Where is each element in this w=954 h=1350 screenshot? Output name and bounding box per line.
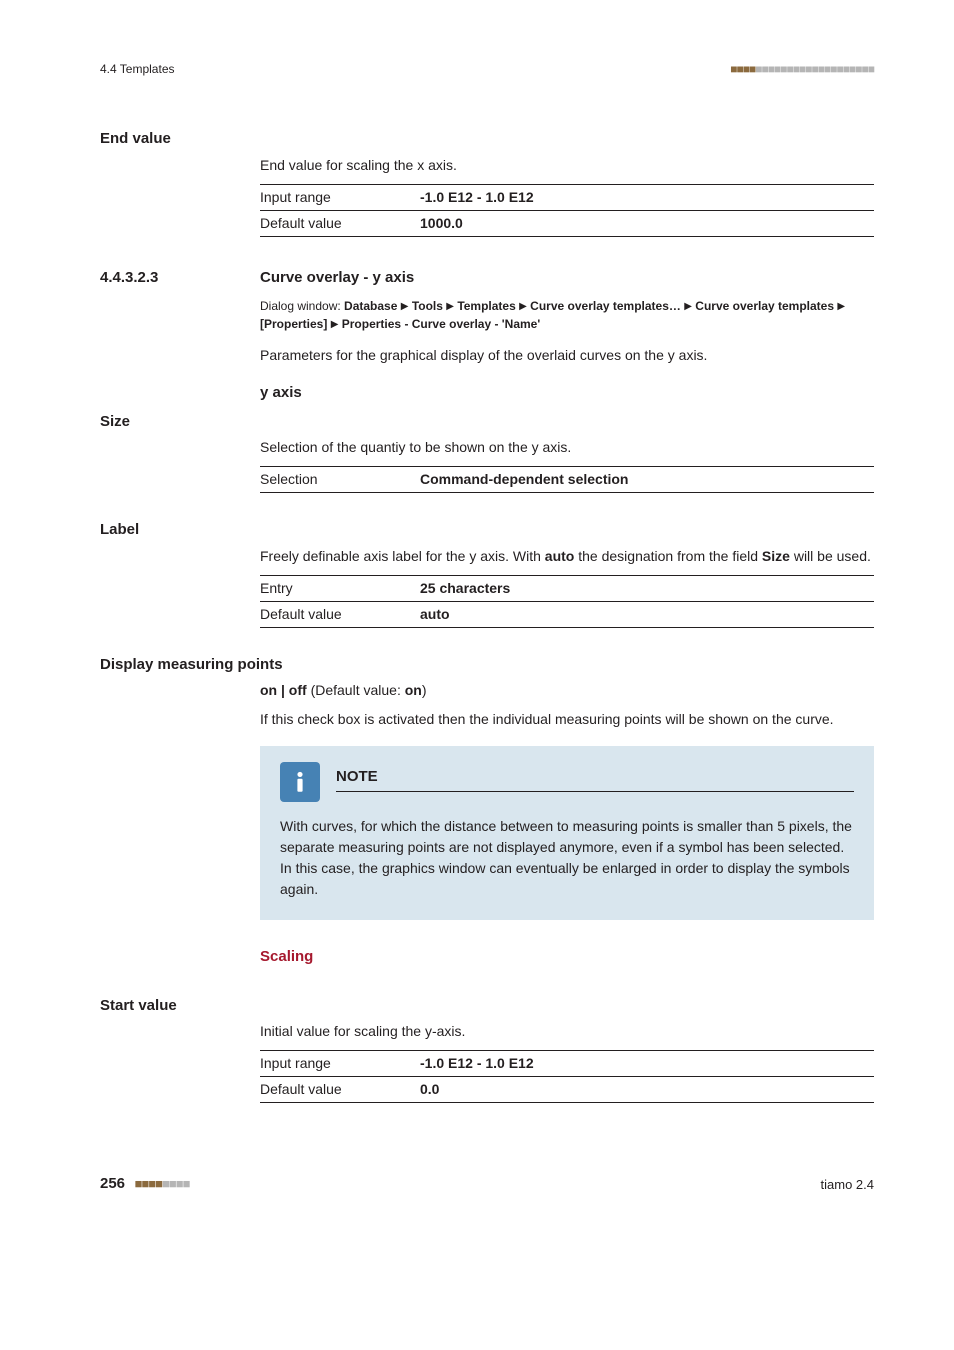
- spec-row: Default value 0.0: [260, 1077, 874, 1103]
- page-number: 256: [100, 1175, 125, 1192]
- dialog-path: Dialog window: Database ▶ Tools ▶ Templa…: [260, 297, 874, 333]
- info-icon: [280, 762, 320, 802]
- footer-product: tiamo 2.4: [821, 1175, 874, 1195]
- spec-val: auto: [420, 604, 450, 625]
- text: will be used.: [790, 548, 871, 564]
- spec-table: Input range -1.0 E12 - 1.0 E12 Default v…: [260, 184, 874, 237]
- text: ): [422, 682, 427, 698]
- param-size: Size Selection of the quantiy to be show…: [100, 411, 874, 494]
- spec-val: -1.0 E12 - 1.0 E12: [420, 1053, 534, 1074]
- header-dots-icon: ■■■■■■■■■■■■■■■■■■■■■■■: [730, 60, 874, 78]
- y-axis-subhead: y axis: [260, 382, 874, 405]
- param-desc: If this check box is activated then the …: [260, 709, 874, 730]
- spec-val: 25 characters: [420, 578, 510, 599]
- spec-key: Default value: [260, 1079, 420, 1100]
- text-bold: Size: [762, 548, 790, 564]
- spec-table: Entry 25 characters Default value auto: [260, 575, 874, 628]
- section-title: Curve overlay - y axis: [260, 267, 414, 290]
- param-name: End value: [100, 128, 874, 151]
- note-title: NOTE: [336, 766, 854, 792]
- spec-key: Selection: [260, 469, 420, 490]
- spec-val: 0.0: [420, 1079, 439, 1100]
- param-display-measuring-points: Display measuring points on | off (Defau…: [100, 654, 874, 969]
- spec-row: Default value 1000.0: [260, 211, 874, 237]
- footer-dots-icon: ■■■■■■■■: [135, 1176, 190, 1191]
- param-end-value: End value End value for scaling the x ax…: [100, 128, 874, 237]
- text-bold: auto: [545, 548, 575, 564]
- param-desc: Freely definable axis label for the y ax…: [260, 546, 874, 567]
- param-name: Label: [100, 519, 874, 542]
- dialog-part: Tools: [412, 299, 443, 313]
- spec-val: Command-dependent selection: [420, 469, 628, 490]
- param-name: Display measuring points: [100, 654, 874, 677]
- spec-key: Input range: [260, 187, 420, 208]
- text: Freely definable axis label for the y ax…: [260, 548, 545, 564]
- param-desc: End value for scaling the x axis.: [260, 155, 874, 176]
- dialog-part: Properties - Curve overlay - 'Name': [342, 317, 540, 331]
- dialog-prefix: Dialog window:: [260, 299, 344, 313]
- dialog-part: [Properties]: [260, 317, 327, 331]
- note-body: With curves, for which the distance betw…: [280, 816, 854, 900]
- param-desc: Initial value for scaling the y-axis.: [260, 1021, 874, 1042]
- spec-val: 1000.0: [420, 213, 463, 234]
- dialog-part: Curve overlay templates…: [530, 299, 681, 313]
- page-footer: 256 ■■■■■■■■ tiamo 2.4: [100, 1173, 874, 1196]
- footer-left: 256 ■■■■■■■■: [100, 1173, 190, 1196]
- section-heading: 4.4.3.2.3 Curve overlay - y axis: [100, 267, 874, 290]
- text: (Default value:: [307, 682, 405, 698]
- param-desc: Selection of the quantiy to be shown on …: [260, 437, 874, 458]
- spec-key: Default value: [260, 604, 420, 625]
- note-box: NOTE With curves, for which the distance…: [260, 746, 874, 920]
- text-bold: on: [405, 682, 422, 698]
- param-state: on | off (Default value: on): [260, 680, 874, 701]
- section-number: 4.4.3.2.3: [100, 267, 260, 290]
- param-name: Start value: [100, 995, 874, 1018]
- spec-key: Input range: [260, 1053, 420, 1074]
- param-start-value: Start value Initial value for scaling th…: [100, 995, 874, 1104]
- dialog-part: Templates: [457, 299, 515, 313]
- spec-table: Input range -1.0 E12 - 1.0 E12 Default v…: [260, 1050, 874, 1103]
- param-name: Size: [100, 411, 874, 434]
- scaling-subhead: Scaling: [260, 946, 874, 969]
- spec-table: Selection Command-dependent selection: [260, 466, 874, 493]
- spec-key: Default value: [260, 213, 420, 234]
- spec-row: Selection Command-dependent selection: [260, 467, 874, 493]
- spec-row: Entry 25 characters: [260, 576, 874, 602]
- spec-val: -1.0 E12 - 1.0 E12: [420, 187, 534, 208]
- header-section-path: 4.4 Templates: [100, 60, 175, 78]
- spec-row: Input range -1.0 E12 - 1.0 E12: [260, 185, 874, 211]
- text-bold: on | off: [260, 682, 307, 698]
- page-header: 4.4 Templates ■■■■■■■■■■■■■■■■■■■■■■■: [100, 60, 874, 78]
- spec-key: Entry: [260, 578, 420, 599]
- spec-row: Input range -1.0 E12 - 1.0 E12: [260, 1051, 874, 1077]
- param-label: Label Freely definable axis label for th…: [100, 519, 874, 628]
- dialog-part: Database: [344, 299, 397, 313]
- text: the designation from the field: [574, 548, 762, 564]
- spec-row: Default value auto: [260, 602, 874, 628]
- section-intro: Parameters for the graphical display of …: [260, 345, 874, 366]
- dialog-part: Curve overlay templates: [695, 299, 834, 313]
